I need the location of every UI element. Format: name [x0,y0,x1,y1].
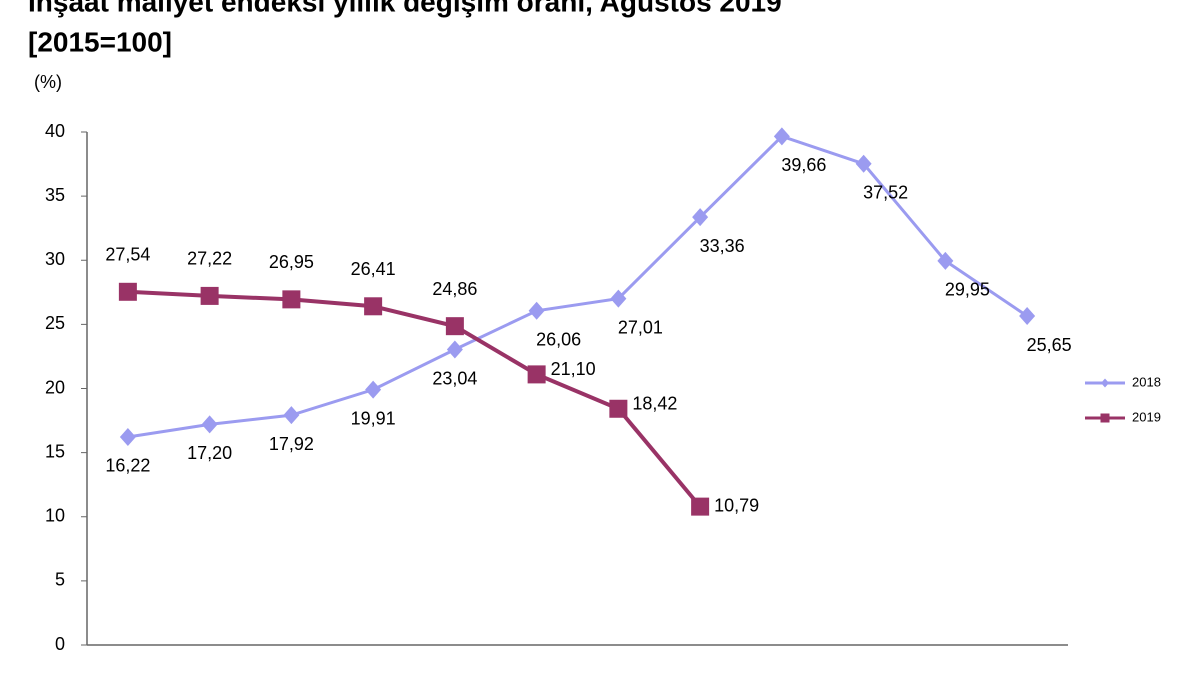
marker [445,317,464,336]
marker [691,497,710,516]
marker [364,297,383,316]
marker [855,154,872,173]
marker [1100,413,1110,423]
series-line [127,289,702,508]
value-label: 23,04 [432,368,477,388]
chart-subtitle: [2015=100] [28,26,172,57]
marker [528,301,545,320]
y-tick-label: 5 [55,570,65,590]
value-label: 24,86 [432,279,477,299]
marker [610,289,627,308]
value-label: 37,52 [863,183,908,203]
value-label: 17,92 [269,434,314,454]
value-label: 27,54 [105,245,150,265]
marker [527,365,546,384]
marker [283,406,300,425]
value-label: 33,36 [700,236,745,256]
y-tick-label: 10 [45,506,65,526]
value-label: 18,42 [632,394,677,414]
value-label: 26,95 [269,252,314,272]
value-label: 16,22 [105,456,150,476]
marker [609,399,628,418]
marker [118,282,137,301]
value-label: 27,22 [187,249,232,269]
marker [200,286,219,305]
legend-label: 2019 [1132,409,1161,424]
legend-label: 2018 [1132,374,1161,389]
y-tick-label: 0 [55,634,65,654]
marker [692,208,709,227]
marker [201,415,218,434]
marker [446,340,463,359]
y-tick-label: 20 [45,377,65,397]
y-axis-label: (%) [34,72,62,92]
value-label: 26,06 [536,330,581,350]
marker [773,127,790,146]
y-tick-label: 25 [45,313,65,333]
value-label: 10,79 [714,495,759,515]
marker [365,380,382,399]
value-label: 17,20 [187,443,232,463]
value-label: 27,01 [618,317,663,337]
marker [1101,378,1109,388]
value-label: 21,10 [551,359,596,379]
marker [1019,307,1036,326]
chart-title: İnşaat maliyet endeksi yıllık değişim or… [28,0,782,17]
y-tick-label: 40 [45,121,65,141]
series-line [127,134,1028,439]
y-tick-label: 35 [45,185,65,205]
value-label: 26,41 [351,259,396,279]
value-label: 25,65 [1027,335,1072,355]
value-label: 29,95 [945,280,990,300]
y-tick-label: 30 [45,249,65,269]
marker [282,290,301,309]
value-label: 39,66 [781,155,826,175]
marker [937,251,954,270]
y-tick-label: 15 [45,441,65,461]
marker [119,427,136,446]
value-label: 19,91 [351,408,396,428]
